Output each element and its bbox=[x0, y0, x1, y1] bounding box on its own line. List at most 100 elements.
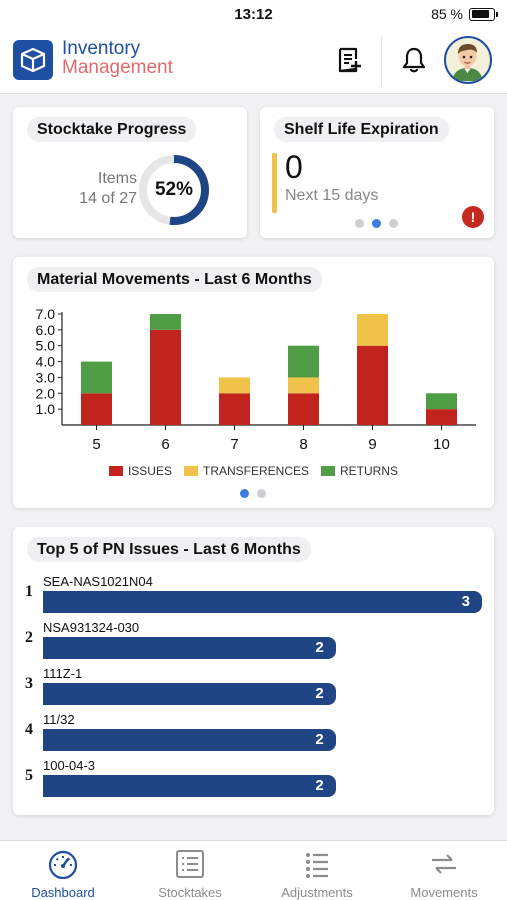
y-tick-label: 5.0 bbox=[36, 338, 56, 354]
x-tick-label: 9 bbox=[368, 436, 376, 453]
material-movements-card: Material Movements - Last 6 Months 1.0 2.… bbox=[13, 257, 494, 508]
legend-swatch bbox=[321, 466, 335, 476]
bell-icon bbox=[402, 47, 426, 73]
battery-level bbox=[471, 10, 490, 18]
legend-item: RETURNS bbox=[321, 464, 398, 478]
status-time: 13:12 bbox=[234, 6, 273, 23]
pn-rank: 4 bbox=[25, 721, 33, 738]
pn-number: NSA931324-030 bbox=[43, 620, 140, 635]
new-document-button[interactable] bbox=[332, 43, 366, 77]
pn-row[interactable]: 4 11/32 2 bbox=[13, 711, 494, 757]
notifications-button[interactable] bbox=[397, 43, 431, 77]
legend-swatch bbox=[183, 466, 198, 476]
page-dot[interactable] bbox=[389, 219, 398, 228]
chart-legend: ISSUES TRANSFERENCES RETURNS bbox=[13, 464, 494, 478]
pn-count: 2 bbox=[315, 639, 324, 656]
bottom-tab-bar: Dashboard Stocktakes Adjustments Mo bbox=[0, 840, 507, 900]
x-tick-label: 5 bbox=[92, 436, 100, 453]
battery-percent: 85 % bbox=[431, 6, 463, 22]
x-tick-label: 8 bbox=[299, 436, 307, 453]
y-tick-label: 6.0 bbox=[36, 322, 56, 338]
pn-bar: 3 bbox=[43, 591, 482, 613]
pn-bar: 2 bbox=[43, 775, 336, 797]
y-tick-label: 4.0 bbox=[36, 354, 56, 370]
pn-count: 2 bbox=[315, 685, 324, 702]
progress-donut bbox=[139, 155, 209, 225]
pn-count: 2 bbox=[315, 731, 324, 748]
bar-segment-transferences bbox=[357, 314, 388, 346]
legend-label: TRANSFERENCES bbox=[202, 464, 309, 478]
pn-rank: 5 bbox=[25, 767, 33, 784]
bar-segment-issues bbox=[357, 345, 388, 425]
pn-rank: 1 bbox=[25, 583, 33, 600]
page-indicator[interactable] bbox=[355, 219, 398, 228]
bar-segment-issues bbox=[81, 393, 112, 425]
speedometer-icon bbox=[46, 849, 80, 879]
new-document-icon bbox=[338, 47, 361, 73]
page-dot[interactable] bbox=[355, 219, 364, 228]
bar-segment-returns bbox=[288, 345, 319, 378]
accent-bar bbox=[272, 153, 277, 213]
header-divider bbox=[381, 36, 382, 86]
bar-segment-transferences bbox=[219, 377, 250, 394]
shelf-life-card[interactable]: Shelf Life Expiration 0 Next 15 days ! bbox=[260, 107, 494, 238]
pn-number: 100-04-3 bbox=[43, 758, 96, 773]
bar-segment-returns bbox=[150, 314, 181, 330]
pn-bar: 2 bbox=[43, 683, 336, 705]
items-summary: Items 14 of 27 bbox=[27, 169, 137, 209]
pn-number: 111Z-1 bbox=[43, 666, 83, 681]
bar-segment-returns bbox=[426, 393, 457, 410]
tab-stocktakes[interactable]: Stocktakes bbox=[127, 841, 253, 900]
progress-percent: 52% bbox=[154, 179, 194, 200]
top-pn-issues-card: Top 5 of PN Issues - Last 6 Months 1 SEA-… bbox=[13, 527, 494, 815]
page-dot[interactable] bbox=[257, 489, 266, 498]
pn-row[interactable]: 1 SEA-NAS1021N04 3 bbox=[13, 573, 494, 619]
app-logo-text: Inventory Management bbox=[62, 39, 173, 77]
bar-segment-returns bbox=[81, 361, 112, 394]
user-avatar[interactable] bbox=[444, 36, 492, 84]
inventory-box-icon bbox=[13, 40, 53, 80]
tab-dashboard[interactable]: Dashboard bbox=[0, 841, 126, 900]
page-dot[interactable] bbox=[240, 489, 249, 498]
alert-icon[interactable]: ! bbox=[462, 206, 484, 228]
pn-count: 3 bbox=[461, 593, 470, 610]
pn-row[interactable]: 3 111Z-1 2 bbox=[13, 665, 494, 711]
tab-adjustments[interactable]: Adjustments bbox=[254, 841, 380, 900]
legend-swatch bbox=[108, 466, 123, 476]
legend-label: RETURNS bbox=[340, 464, 399, 478]
bar-segment-issues bbox=[150, 329, 181, 425]
app-name-line1: Inventory bbox=[62, 38, 141, 59]
page-indicator[interactable] bbox=[240, 489, 266, 498]
tab-label: Dashboard bbox=[31, 885, 95, 900]
expiring-count: 0 bbox=[285, 149, 303, 185]
pn-row[interactable]: 5 100-04-3 2 bbox=[13, 757, 494, 803]
legend-item: TRANSFERENCES bbox=[183, 464, 309, 478]
pn-number: 11/32 bbox=[43, 712, 75, 727]
page-dot[interactable] bbox=[372, 219, 381, 228]
legend-item: ISSUES bbox=[108, 464, 172, 478]
bar-segment-issues bbox=[426, 409, 457, 425]
x-tick-label: 6 bbox=[161, 436, 169, 453]
tab-movements[interactable]: Movements bbox=[381, 841, 507, 900]
pn-row[interactable]: 2 NSA931324-030 2 bbox=[13, 619, 494, 665]
bar-segment-issues bbox=[219, 393, 250, 425]
pn-rank: 2 bbox=[25, 629, 33, 646]
app-name-line2: Management bbox=[62, 57, 173, 78]
tab-label: Adjustments bbox=[281, 885, 353, 900]
x-tick-label: 10 bbox=[433, 436, 450, 453]
pn-count: 2 bbox=[315, 777, 324, 794]
card-title: Shelf Life Expiration bbox=[274, 117, 449, 142]
card-title: Material Movements - Last 6 Months bbox=[27, 267, 322, 292]
y-tick-label: 3.0 bbox=[36, 369, 56, 385]
y-tick-label: 1.0 bbox=[36, 401, 56, 417]
arrows-exchange-icon bbox=[427, 849, 461, 879]
tab-label: Movements bbox=[410, 885, 478, 900]
pn-rank: 3 bbox=[25, 675, 33, 692]
card-title: Stocktake Progress bbox=[27, 117, 197, 142]
y-tick-label: 7.0 bbox=[36, 306, 56, 322]
pn-bar: 2 bbox=[43, 637, 336, 659]
bar-segment-issues bbox=[288, 393, 319, 425]
y-tick-label: 2.0 bbox=[36, 385, 56, 401]
stocktake-progress-card[interactable]: Stocktake Progress Items 14 of 27 52% bbox=[13, 107, 247, 238]
app-header: Inventory Management bbox=[0, 28, 507, 94]
